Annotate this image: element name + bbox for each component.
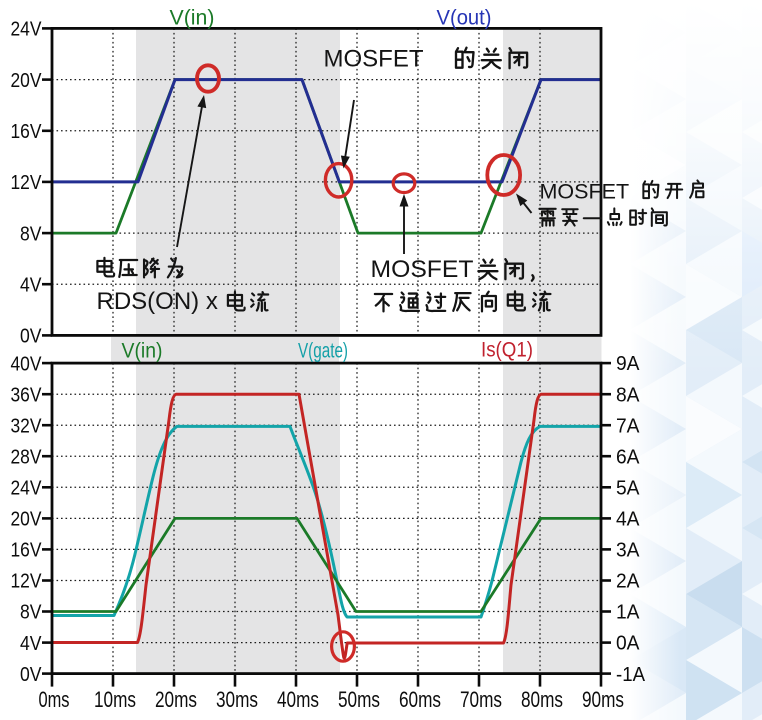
svg-text:8V: 8V bbox=[20, 222, 42, 245]
svg-text:V(in): V(in) bbox=[122, 340, 163, 363]
svg-text:60ms: 60ms bbox=[399, 687, 441, 712]
svg-text:V(gate): V(gate) bbox=[298, 340, 348, 363]
svg-text:32V: 32V bbox=[11, 414, 42, 437]
svg-text:8A: 8A bbox=[616, 383, 640, 406]
svg-text:MOSFET: MOSFET bbox=[540, 180, 630, 204]
svg-text:12V: 12V bbox=[11, 570, 42, 593]
svg-text:RDS(ON) x: RDS(ON) x bbox=[97, 288, 218, 315]
svg-text:80ms: 80ms bbox=[521, 687, 563, 712]
svg-text:V(in): V(in) bbox=[170, 7, 215, 30]
svg-text:0A: 0A bbox=[616, 632, 640, 655]
svg-text:36V: 36V bbox=[11, 383, 42, 406]
svg-text:28V: 28V bbox=[11, 445, 42, 468]
svg-text:40V: 40V bbox=[11, 352, 42, 375]
svg-text:16V: 16V bbox=[11, 120, 42, 143]
svg-text:-1A: -1A bbox=[616, 663, 645, 686]
svg-text:MOSFET: MOSFET bbox=[371, 256, 474, 283]
svg-text:30ms: 30ms bbox=[216, 687, 258, 712]
svg-text:1A: 1A bbox=[616, 601, 640, 624]
svg-text:70ms: 70ms bbox=[460, 687, 502, 712]
svg-text:MOSFET: MOSFET bbox=[324, 46, 424, 73]
svg-text:90ms: 90ms bbox=[582, 687, 624, 712]
svg-text:24V: 24V bbox=[11, 18, 42, 41]
svg-text:9A: 9A bbox=[616, 352, 640, 375]
svg-text:8V: 8V bbox=[20, 601, 42, 624]
svg-text:20V: 20V bbox=[11, 69, 42, 92]
svg-text:2A: 2A bbox=[616, 570, 640, 593]
svg-text:20ms: 20ms bbox=[155, 687, 197, 712]
svg-text:16V: 16V bbox=[11, 539, 42, 562]
svg-text:Is(Q1): Is(Q1) bbox=[481, 339, 533, 362]
svg-text:5A: 5A bbox=[616, 476, 640, 499]
svg-text:12V: 12V bbox=[11, 171, 42, 194]
svg-text:10ms: 10ms bbox=[94, 687, 136, 712]
svg-text:V(out): V(out) bbox=[437, 7, 492, 30]
svg-text:4V: 4V bbox=[20, 632, 42, 655]
svg-text:0V: 0V bbox=[20, 663, 42, 686]
svg-text:40ms: 40ms bbox=[277, 687, 319, 712]
svg-text:24V: 24V bbox=[11, 477, 42, 500]
svg-text:0V: 0V bbox=[20, 325, 42, 348]
svg-text:3A: 3A bbox=[616, 539, 640, 562]
svg-text:4A: 4A bbox=[616, 508, 640, 531]
svg-text:6A: 6A bbox=[616, 445, 640, 468]
svg-text:20V: 20V bbox=[11, 508, 42, 531]
svg-text:0ms: 0ms bbox=[39, 687, 70, 712]
svg-text:4V: 4V bbox=[20, 273, 42, 296]
svg-text:50ms: 50ms bbox=[338, 687, 380, 712]
svg-text:7A: 7A bbox=[616, 414, 640, 437]
